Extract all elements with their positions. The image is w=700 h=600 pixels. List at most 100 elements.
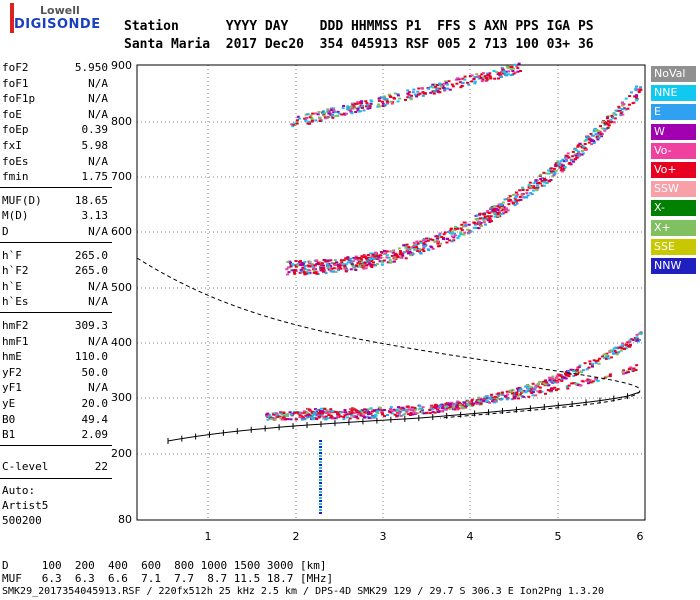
echo-pixel	[329, 259, 333, 262]
echo-pixel	[619, 112, 623, 115]
echo-pixel	[366, 107, 370, 110]
echo-pixel	[464, 406, 468, 409]
echo-pixel	[390, 412, 394, 415]
echo-pixel	[402, 409, 406, 412]
echo-pixel	[353, 103, 357, 106]
echo-pixel	[496, 394, 500, 397]
echo-pixel	[311, 418, 315, 421]
echo-pixel	[406, 96, 410, 99]
echo-pixel	[294, 260, 298, 262]
echo-pixel	[372, 409, 376, 412]
echo-pixel	[471, 403, 475, 406]
echo-pixel	[603, 353, 607, 356]
echo-pixel	[573, 148, 577, 151]
echo-pixel	[551, 387, 554, 390]
echo-pixel	[427, 87, 430, 90]
param-row: foF1p N/A	[2, 91, 108, 106]
echo-pixel	[448, 88, 452, 91]
param-name: foEs	[2, 154, 29, 168]
echo-pixel	[405, 405, 409, 408]
echo-pixel	[284, 418, 288, 420]
echo-pixel	[425, 237, 429, 240]
echo-pixel	[638, 339, 642, 341]
echo-pixel	[300, 270, 304, 273]
echo-pixel	[450, 83, 454, 86]
echo-pixel	[637, 340, 640, 343]
echo-pixel	[576, 144, 580, 147]
echo-pixel	[385, 250, 389, 253]
echo-pixel	[322, 110, 325, 113]
echo-pixel	[630, 91, 633, 94]
echo-pixel	[389, 100, 393, 103]
echo-pixel	[336, 110, 340, 113]
echo-pixel	[463, 75, 467, 78]
echo-pixel	[322, 264, 326, 267]
echo-pixel	[319, 449, 322, 451]
echo-pixel	[396, 406, 400, 409]
echo-pixel	[329, 409, 333, 412]
panel-separator	[0, 444, 112, 446]
echo-pixel	[330, 410, 334, 413]
echo-pixel	[496, 73, 500, 76]
echo-pixel	[336, 267, 340, 270]
echo-pixel	[415, 247, 419, 250]
echo-pixel	[369, 252, 373, 255]
echo-pixel	[507, 70, 511, 73]
echo-pixel	[599, 125, 602, 128]
echo-pixel	[564, 372, 567, 375]
echo-pixel	[592, 141, 596, 144]
echo-pixel	[516, 70, 520, 73]
echo-pixel	[356, 109, 360, 112]
echo-pixel	[357, 413, 361, 416]
echo-pixel	[504, 73, 508, 76]
echo-pixel	[566, 152, 570, 155]
echo-pixel	[525, 189, 529, 192]
echo-pixel	[513, 391, 517, 394]
echo-pixel	[590, 381, 594, 384]
echo-pixel	[460, 229, 464, 232]
panel-separator	[0, 186, 112, 188]
echo-pixel	[589, 381, 593, 384]
echo-pixel	[303, 418, 307, 421]
echo-pixel	[611, 349, 615, 352]
param-name: hmF2	[2, 319, 29, 332]
echo-pixel	[492, 70, 496, 72]
echo-pixel	[329, 270, 333, 273]
echo-pixel	[491, 209, 495, 212]
echo-pixel	[339, 264, 343, 267]
param-row: D N/A	[2, 224, 108, 239]
x-tick-label: 1	[204, 530, 212, 543]
echo-pixel	[560, 377, 564, 380]
echo-pixel	[331, 262, 335, 265]
param-row: yF1 N/A	[2, 380, 108, 395]
echo-pixel	[624, 371, 628, 374]
echo-pixel	[319, 497, 322, 499]
echo-pixel	[319, 470, 322, 472]
echo-pixel	[505, 390, 509, 393]
echo-pixel	[554, 389, 558, 392]
echo-pixel	[581, 380, 585, 383]
echo-pixel	[539, 178, 543, 180]
echo-pixel	[495, 71, 499, 74]
echo-pixel	[496, 209, 500, 212]
echo-pixel	[293, 269, 297, 272]
param-value: N/A	[88, 92, 108, 106]
echo-pixel	[453, 234, 457, 237]
echo-pixel	[426, 239, 430, 242]
echo-pixel	[574, 374, 578, 376]
echo-pixel	[380, 409, 384, 412]
echo-pixel	[379, 96, 383, 99]
echo-pixel	[522, 390, 526, 393]
echo-pixel	[401, 252, 405, 255]
echo-pixel	[446, 83, 449, 86]
echo-pixel	[439, 242, 443, 245]
echo-pixel	[612, 352, 616, 355]
echo-pixel	[511, 388, 515, 391]
echo-pixel	[434, 404, 438, 407]
echo-pixel	[615, 353, 619, 356]
echo-pixel	[409, 98, 413, 101]
echo-pixel	[303, 260, 307, 263]
legend-item: NNE	[651, 85, 696, 102]
echo-pixel	[630, 338, 634, 341]
echo-pixel	[511, 392, 515, 395]
